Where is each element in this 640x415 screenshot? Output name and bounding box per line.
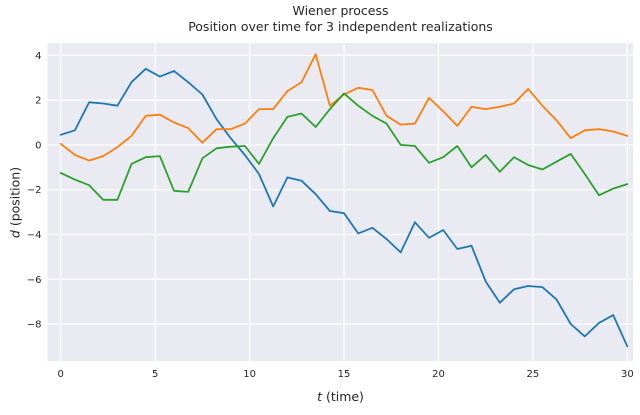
y-axis-label-variable: d — [7, 230, 23, 239]
x-tick-label-2: 10 — [243, 369, 256, 380]
chart-title-line1: Wiener process — [292, 3, 389, 18]
plot-background — [47, 43, 633, 361]
line-series-3 — [59, 92, 629, 201]
x-tick-label-5: 25 — [527, 369, 540, 380]
y-tick-label-6: −8 — [27, 320, 42, 331]
x-tick-label-6: 30 — [621, 369, 634, 380]
y-tick-label-5: −6 — [27, 275, 42, 286]
y-tick-label-2: 0 — [35, 140, 41, 151]
x-tick-label-0: 0 — [58, 369, 64, 380]
y-axis-label: d (position) — [8, 141, 25, 265]
chart-title-line2: Position over time for 3 independent rea… — [188, 19, 493, 34]
x-axis-label: t (time) — [48, 389, 633, 404]
y-tick-label-1: 2 — [35, 96, 41, 107]
x-axis-label-rest: (time) — [321, 389, 364, 404]
y-tick-label-3: −2 — [27, 185, 42, 196]
y-axis-label-rest: (position) — [7, 166, 23, 231]
chart-title: Wiener process Position over time for 3 … — [48, 3, 633, 35]
y-tick-label-4: −4 — [27, 230, 42, 241]
y-tick-label-0: 4 — [35, 51, 41, 62]
x-tick-label-3: 15 — [338, 369, 351, 380]
line-series-1 — [59, 67, 629, 348]
x-axis-label-variable: t — [317, 389, 322, 404]
x-tick-label-1: 5 — [152, 369, 158, 380]
x-tick-label-4: 20 — [432, 369, 445, 380]
